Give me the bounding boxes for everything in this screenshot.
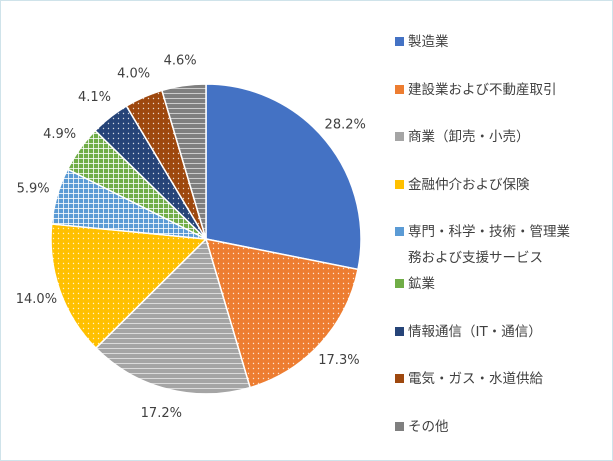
legend-label: 専門・科学・技術・管理業務および支援サービス [408,224,570,266]
data-label: 17.2% [141,406,182,421]
legend-item: 製造業 [395,29,605,77]
legend-item: 電気・ガス・水道供給 [395,366,605,414]
data-label: 5.9% [17,181,50,196]
legend-swatch [395,374,404,383]
legend-swatch [395,84,404,94]
legend-item: 情報通信（IT・通信） [395,319,605,367]
legend-swatch [395,326,404,336]
legend-swatch [395,37,404,46]
legend-item: 建設業および不動産取引 [395,77,605,125]
legend-swatch [395,421,404,431]
data-label: 28.2% [325,117,366,132]
legend-swatch [395,179,404,189]
legend-label: 電気・ガス・水道供給 [408,371,543,387]
legend: 製造業建設業および不動産取引 商業（卸売・小売） 金融仲介および保険専門・科学・技術… [395,29,605,461]
legend-label: 製造業 [408,34,449,50]
legend-item: その他 [395,414,605,461]
pie-slice [50,223,208,350]
data-label: 17.3% [318,353,359,368]
data-label: 14.0% [16,292,57,307]
pie-slice [205,83,362,271]
legend-label: 建設業および不動産取引 [408,81,557,98]
legend-label: 商業（卸売・小売） [408,129,530,145]
legend-label: 情報通信（IT・通信） [408,323,542,340]
pie-area: 28.2% 17.3% 17.2% 14.0% 5.9% 4.9% 4.1% 4.0% 4.6% [16,53,366,421]
legend-swatch [395,279,404,288]
legend-item: 鉱業 [395,271,605,319]
pie-slice [94,237,252,395]
pie-slice [160,83,207,240]
legend-swatch [395,227,404,236]
legend-label: 金融仲介および保険 [408,176,530,193]
pie-slice [204,238,359,389]
legend-label: 鉱業 [408,276,435,292]
legend-item: 商業（卸売・小売） [395,124,605,172]
legend-swatch [395,132,404,141]
legend-label: その他 [408,418,449,435]
data-label: 4.9% [43,127,76,142]
data-label: 4.0% [117,67,150,82]
data-label: 4.6% [164,53,197,68]
legend-item: 金融仲介および保険 [395,172,605,220]
legend-item: 専門・科学・技術・管理業務および支援サービス [395,219,605,271]
data-label: 4.1% [78,90,111,105]
